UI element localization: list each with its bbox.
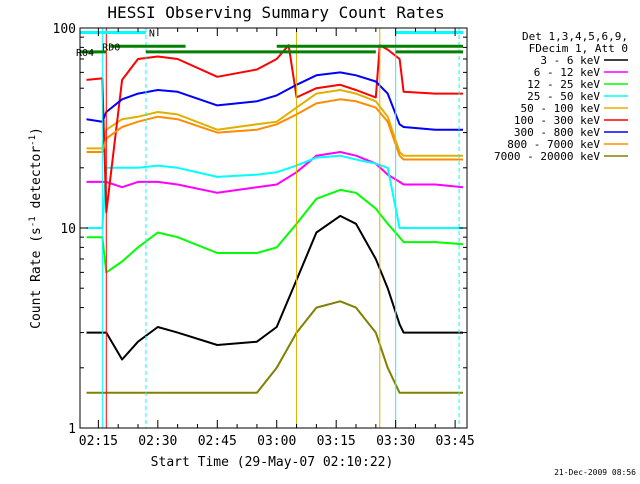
x-axis: 02:15 02:30 02:45 03:00 03:15 03:30 03:45 <box>79 28 475 449</box>
x-tick-label-3: 03:00 <box>257 434 296 449</box>
series-layer <box>86 44 464 394</box>
y-axis-label-exponent-2: -1 <box>28 135 38 146</box>
legend-label-300-800-kev: 300 - 800 keV <box>514 126 600 139</box>
legend-label-50-100-kev: 50 - 100 keV <box>521 102 601 115</box>
y-axis: 1 10 100 <box>53 22 467 437</box>
x-tick-label-1: 02:30 <box>138 434 177 449</box>
series-line-800-7000-kev <box>86 98 463 161</box>
y-tick-label-0: 1 <box>68 422 76 437</box>
y-axis-label: Count Rate (s-1 detector-1) <box>28 127 44 329</box>
y-axis-label-tail: detector <box>29 146 44 217</box>
x-tick-label-0: 02:15 <box>79 434 118 449</box>
series-line-300-800-kev <box>86 71 463 131</box>
x-tick-label-5: 03:30 <box>376 434 415 449</box>
x-tick-label-2: 02:45 <box>198 434 237 449</box>
y-axis-label-exponent: -1 <box>28 216 38 227</box>
marker-layer <box>101 28 460 428</box>
series-line-6-12-kev <box>86 151 464 194</box>
series-line-7000-20000-kev <box>86 300 463 394</box>
x-tick-label-6: 03:45 <box>436 434 475 449</box>
y-tick-label-2: 100 <box>53 22 76 37</box>
legend-label-3-6-kev: 3 - 6 keV <box>540 54 600 67</box>
x-tick-label-4: 03:15 <box>317 434 356 449</box>
legend-label-6-12-kev: 6 - 12 keV <box>534 66 601 79</box>
y-axis-label-close: ) <box>29 127 44 135</box>
y-axis-label-main: Count Rate (s <box>29 227 44 329</box>
legend-header-1: FDecim 1, Att 0 <box>529 42 628 55</box>
legend-label-100-300-kev: 100 - 300 keV <box>514 114 600 127</box>
series-line-3-6-kev <box>86 214 463 361</box>
y-tick-label-1: 10 <box>60 222 76 237</box>
status-bar-label-n: N <box>149 28 155 39</box>
legend: Det 1,3,4,5,6,9,FDecim 1, Att 03 - 6 keV… <box>494 30 628 163</box>
series-line-100-300-kev <box>86 44 463 214</box>
time-bar-layer: N RD0 R04 <box>76 28 464 59</box>
legend-label-800-7000-kev: 800 - 7000 keV <box>507 138 600 151</box>
legend-header-0: Det 1,3,4,5,6,9, <box>522 30 628 43</box>
legend-label-12-25-kev: 12 - 25 keV <box>527 78 600 91</box>
status-bar-label-rd0: RD0 <box>102 42 120 53</box>
legend-label-25-50-kev: 25 - 50 keV <box>527 90 600 103</box>
series-line-25-50-kev <box>86 154 463 229</box>
timestamp-label: 21-Dec-2009 08:56 <box>554 468 636 477</box>
status-bar-label-r04: R04 <box>76 48 94 59</box>
legend-label-7000-20000-kev: 7000 - 20000 keV <box>494 150 600 163</box>
series-line-50-100-kev <box>86 89 463 157</box>
chart-title: HESSI Observing Summary Count Rates <box>107 3 444 22</box>
x-axis-label: Start Time (29-May-07 02:10:22) <box>151 455 394 470</box>
series-line-12-25-kev <box>86 188 464 274</box>
